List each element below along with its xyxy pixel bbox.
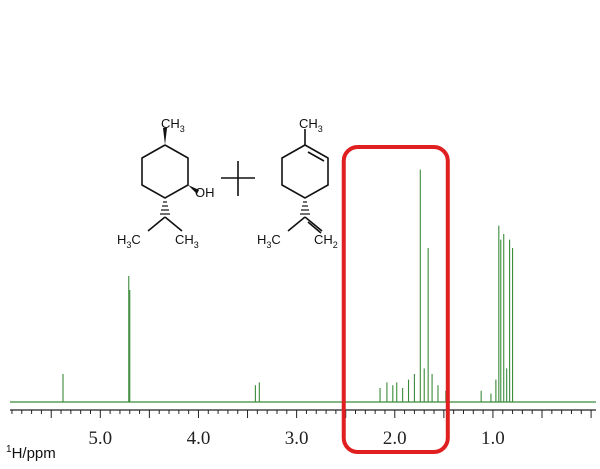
limonene-left-methyl-label: H3C [257,232,281,250]
highlight-layer [341,145,450,454]
limonene-isopropenyl-double-bond [307,221,322,234]
menthol-isopropyl-hash [160,201,170,215]
menthol-left-methyl-label: H3C [117,232,141,250]
structure-limonene [281,129,329,234]
limonene-isopropenyl-hash [300,201,310,215]
x-tick-label: 1.0 [481,428,505,449]
x-tick-label: 5.0 [88,428,112,449]
menthol-oh-wedge [188,185,199,194]
highlight-box [341,145,450,454]
menthol-hydroxyl-label: OH [195,185,215,200]
menthol-methyl-wedge [163,128,167,145]
x-tick-label: 4.0 [187,428,211,449]
limonene-isopropenyl-left [287,216,306,232]
x-tick-label: 2.0 [383,428,407,449]
menthol-isopropyl-left [147,216,166,232]
menthol-isopropyl-right [164,216,183,232]
spectrum-layer [10,169,596,403]
limonene-ring [281,144,329,199]
limonene-isopropenyl-right [304,216,323,232]
menthol-right-methyl-label: CH3 [175,232,199,250]
plus-sign [221,161,255,196]
menthol-methyl-label: CH3 [161,116,185,134]
limonene-ring-double-bond [307,151,325,162]
x-axis-label: 1H/ppm [6,444,56,462]
limonene-methyl-label: CH3 [299,116,323,134]
limonene-methylene-label: CH2 [314,232,338,250]
x-tick-label: 3.0 [285,428,309,449]
x-axis: 5.0 4.0 3.0 2.0 1.0 [10,409,596,449]
menthol-ring [141,144,189,199]
structure-menthol [141,128,199,232]
